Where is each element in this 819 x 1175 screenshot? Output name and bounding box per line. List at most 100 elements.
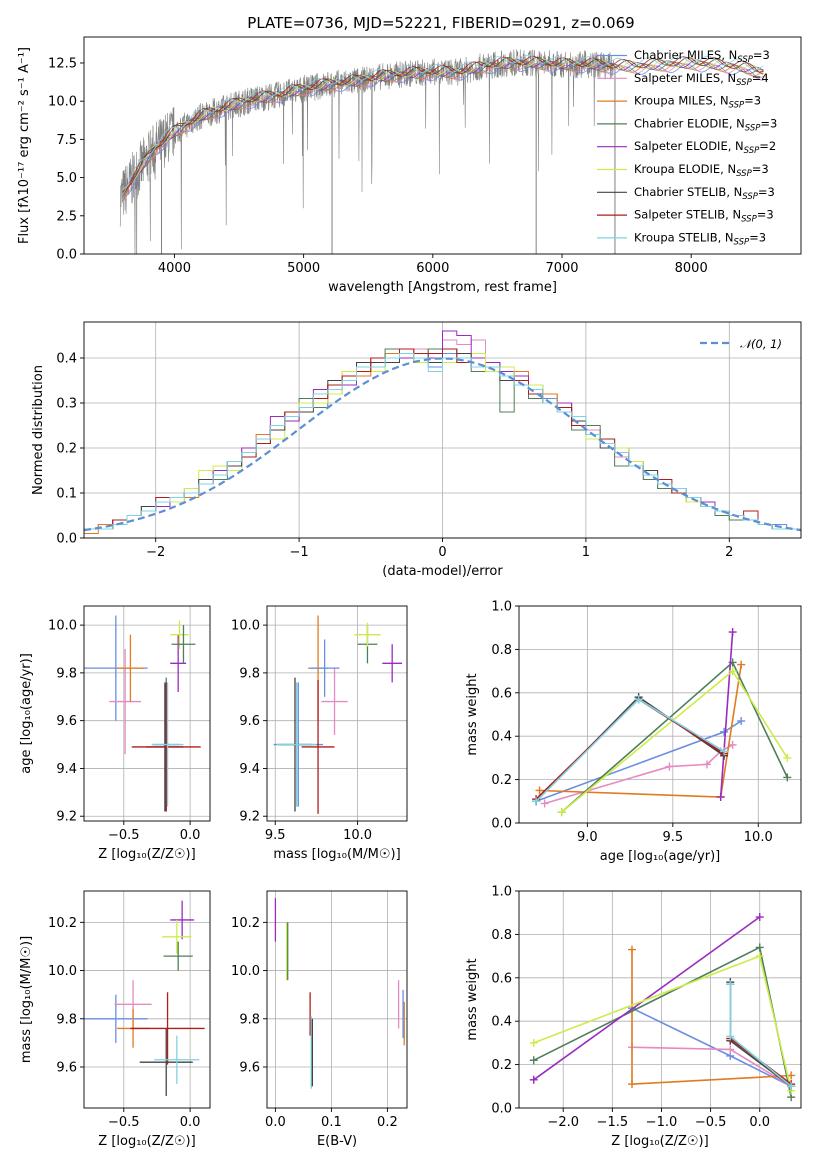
x-tick-label: 0 [438, 545, 446, 560]
panel-spectrum: 4000 5000 6000 7000 8000 0.0 2.5 5.0 7.5 10.0 12.5… [17, 37, 801, 295]
weight-line-kroupa_stelib [536, 699, 724, 801]
legend-label-gauss: 𝒩(0, 1) [740, 337, 782, 351]
weight-line-chabrier_stelib [536, 697, 724, 801]
legend-text: Chabrier STELIB, N [634, 185, 742, 199]
panel-mass_vs_age: 9.5 10.0 9.2 9.4 9.6 9.8 10.0 mass [log₁₀(M/M☉)… [231, 606, 407, 862]
y-tick-label: 2.5 [56, 209, 77, 224]
y-axis-label: mass [log₁₀(M/M☉)] [19, 936, 34, 1063]
y-tick-label: 0.6 [491, 971, 512, 986]
x-axis-label: age [log₁₀(age/yr)] [600, 849, 721, 864]
y-tick-label: 10.0 [48, 964, 77, 979]
x-tick-label: −0.5 [108, 828, 140, 843]
plot-area [274, 616, 402, 814]
legend-label-kroupa_stelib: Kroupa STELIB, NSSP=3 [634, 230, 766, 247]
x-tick-label: 0.1 [321, 1115, 342, 1130]
x-tick-label: 7000 [545, 261, 578, 276]
x-axis-label: wavelength [Angstrom, rest frame] [328, 280, 557, 295]
legend-label-kroupa_miles: Kroupa MILES, NSSP=3 [634, 94, 761, 111]
y-axis-label: mass weight [465, 673, 480, 755]
plot-area [530, 913, 795, 1101]
legend-text: Kroupa MILES, N [634, 94, 729, 108]
x-axis-label: Z [log₁₀(Z/Z☉)] [98, 1134, 195, 1149]
legend-label-chabrier_miles: Chabrier MILES, NSSP=3 [634, 48, 770, 65]
x-tick-label: 0.0 [749, 1115, 770, 1130]
legend-subscript: SSP [736, 78, 752, 88]
y-tick-label: 12.5 [48, 56, 77, 71]
y-tick-label: 10.2 [231, 916, 260, 931]
x-tick-label: 6000 [416, 261, 449, 276]
y-tick-label: 0.0 [491, 817, 512, 832]
y-tick-label: 0.2 [56, 442, 77, 457]
legend-label-chabrier_stelib: Chabrier STELIB, NSSP=3 [634, 185, 775, 202]
legend-subscript: SSP [734, 237, 750, 247]
legend-count: =3 [749, 230, 766, 244]
y-tick-label: 9.6 [56, 1061, 77, 1076]
weight-line-kroupa_miles [540, 665, 742, 797]
y-tick-label: 10.0 [231, 619, 260, 634]
legend-count: =4 [752, 71, 769, 85]
y-tick-label: 0.6 [491, 686, 512, 701]
y-axis-label: Normed distribution [31, 365, 46, 495]
y-tick-label: 9.8 [239, 1012, 260, 1027]
x-tick-label: 9.5 [265, 828, 286, 843]
panel-z_vs_mass: −0.5 0.09.69.810.010.2Z [log₁₀(Z/Z☉)]mass… [19, 891, 210, 1149]
x-tick-label: −1.0 [646, 1115, 678, 1130]
x-tick-label: 9.0 [577, 830, 598, 845]
y-tick-label: 0.8 [491, 928, 512, 943]
observed-spectrum [120, 49, 613, 287]
y-tick-label: 0.0 [56, 248, 77, 263]
panel-z_vs_weight: −2.0 −1.5 −1.0 −0.5 0.0 0.0 0.2 0.4 0.6 0.8 1.0 Z [… [465, 885, 801, 1150]
legend-text: Kroupa ELODIE, N [634, 162, 736, 176]
plot-frame [84, 606, 210, 821]
legend-subscript: SSP [744, 146, 760, 156]
y-tick-label: 0.0 [56, 532, 77, 547]
weight-line-kroupa_miles [632, 950, 791, 1085]
x-tick-label: −2.0 [547, 1115, 579, 1130]
x-tick-label: −2 [146, 545, 165, 560]
y-tick-label: 0.2 [491, 773, 512, 788]
legend-subscript: SSP [729, 101, 745, 111]
legend-text: Kroupa STELIB, N [634, 230, 734, 244]
panel-age_vs_weight: 9.0 9.5 10.00.00.20.40.60.81.0age [log₁₀(a… [465, 600, 801, 865]
y-tick-label: 0.4 [56, 352, 77, 367]
y-tick-label: 10.0 [231, 964, 260, 979]
y-tick-label: 9.2 [239, 810, 260, 825]
x-tick-label: 0.2 [377, 1115, 398, 1130]
y-tick-label: 10.2 [48, 916, 77, 931]
y-tick-label: 1.0 [491, 600, 512, 615]
y-tick-label: 5.0 [56, 171, 77, 186]
x-tick-label: 4000 [158, 261, 191, 276]
weight-line-salpeter_stelib [730, 984, 791, 1084]
x-axis-label: Z [log₁₀(Z/Z☉)] [98, 847, 195, 862]
panel-ebv_vs_mass: 0.0 0.1 0.29.69.810.010.2E(B-V) [231, 891, 407, 1149]
legend-count: =3 [753, 48, 770, 62]
y-tick-label: 10.0 [48, 619, 77, 634]
weight-line-chabrier_elodie [562, 662, 788, 812]
legend-text: Chabrier MILES, N [634, 48, 737, 62]
legend-text: Chabrier ELODIE, N [634, 116, 745, 130]
y-tick-label: 9.6 [239, 714, 260, 729]
x-tick-label: 0.0 [180, 828, 201, 843]
y-tick-label: 9.6 [56, 714, 77, 729]
x-tick-label: −0.5 [695, 1115, 727, 1130]
y-tick-label: 9.8 [56, 666, 77, 681]
y-tick-label: 9.6 [239, 1061, 260, 1076]
x-axis-label: (data-model)/error [382, 564, 503, 579]
legend-count: =3 [752, 162, 769, 176]
weight-line-salpeter_stelib [536, 699, 724, 799]
legend-label-salpeter_stelib: Salpeter STELIB, NSSP=3 [634, 208, 774, 225]
y-tick-label: 10.0 [48, 95, 77, 110]
legend-subscript: SSP [736, 169, 752, 179]
x-tick-label: 5000 [287, 261, 320, 276]
legend-count: =2 [759, 139, 776, 153]
y-tick-label: 7.5 [56, 133, 77, 148]
legend-subscript: SSP [742, 192, 758, 202]
x-tick-label: −1.5 [597, 1115, 629, 1130]
x-tick-label: 8000 [675, 261, 708, 276]
plot-frame [519, 606, 801, 823]
y-tick-label: 0.1 [56, 487, 77, 502]
x-tick-label: 9.5 [662, 830, 683, 845]
plot-area [532, 628, 791, 816]
legend-count: =3 [757, 208, 774, 222]
legend-text: Salpeter STELIB, N [634, 208, 741, 222]
